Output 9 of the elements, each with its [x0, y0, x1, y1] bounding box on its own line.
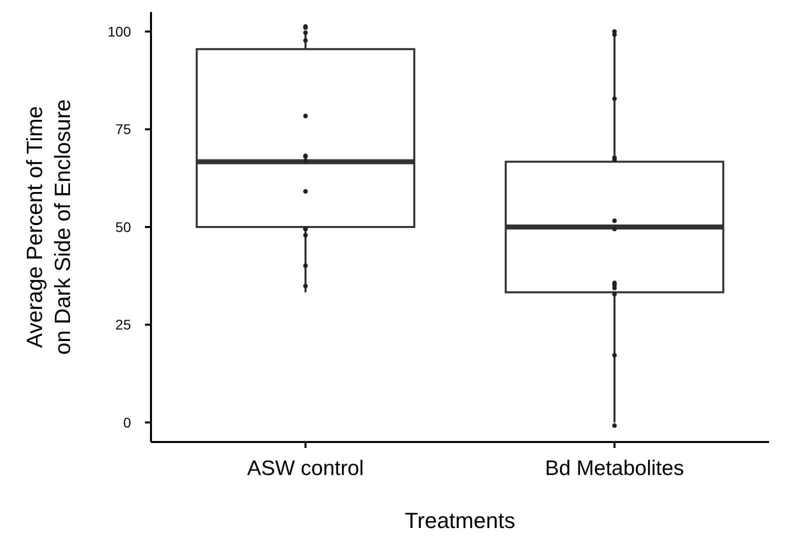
- x-tick-label: ASW control: [247, 457, 364, 480]
- y-axis-title: Average Percent of Time on Dark Side of Enclosure: [22, 99, 75, 355]
- y-tick-label: 25: [115, 316, 132, 333]
- x-tick-label: Bd Metabolites: [545, 457, 684, 480]
- y-tick-label: 50: [115, 218, 132, 235]
- y-tick-label: 100: [108, 23, 132, 40]
- x-axis-title: Treatments: [404, 508, 516, 533]
- y-tick-label: 75: [115, 121, 132, 138]
- y-tick-label: 0: [123, 414, 132, 430]
